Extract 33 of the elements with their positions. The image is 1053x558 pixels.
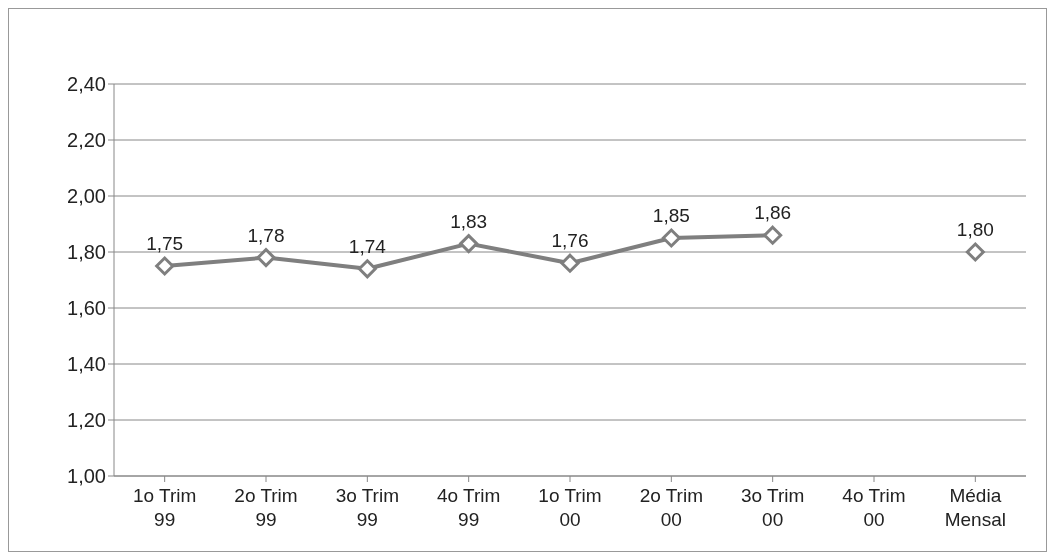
point — [661, 228, 681, 248]
data-label: 1,83 — [450, 210, 488, 232]
point — [763, 225, 783, 245]
data-label: 1,80 — [956, 219, 994, 240]
data-label: 1,75 — [146, 233, 184, 254]
x-tick-label: 2o Trim 00 — [639, 485, 704, 530]
y-tick-label: 1,00 — [67, 465, 106, 488]
point — [560, 253, 580, 273]
x-tick-label: 2o Trim 99 — [234, 485, 298, 530]
x-tick-label: 4o Trim 99 — [436, 485, 501, 530]
x-tick-label: 3o Trim 99 — [335, 485, 400, 530]
point — [459, 234, 479, 254]
y-tick-label: 1,80 — [67, 241, 106, 264]
data-label: 1,78 — [247, 224, 285, 246]
data-label: 1,76 — [551, 230, 589, 252]
y-tick-label: 2,40 — [67, 73, 106, 96]
y-tick-label: 1,60 — [67, 297, 106, 320]
data-label: 1,86 — [754, 202, 792, 224]
x-tick-label: 1o Trim 99 — [132, 485, 197, 530]
y-tick-label: 2,00 — [67, 185, 106, 208]
point — [965, 242, 985, 262]
x-tick-label: 1o Trim 00 — [538, 485, 602, 530]
data-label: 1,74 — [348, 235, 387, 257]
data-label: 1,85 — [652, 205, 690, 226]
y-tick-label: 1,20 — [67, 409, 106, 432]
point — [256, 248, 276, 268]
x-tick-label: 3o Trim 00 — [740, 485, 805, 530]
point — [155, 256, 175, 276]
y-tick-label: 2,20 — [67, 129, 106, 152]
y-tick-label: 1,40 — [67, 353, 106, 376]
x-tick-label: Média Mensal — [944, 485, 1006, 530]
point — [357, 259, 377, 279]
x-tick-label: 4o Trim 00 — [842, 485, 906, 530]
